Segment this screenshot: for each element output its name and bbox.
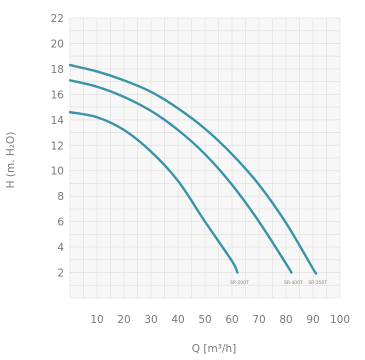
- series-line-sr-400t: [68, 79, 293, 274]
- series-label-sr-400t: SR-400T: [284, 280, 303, 286]
- y-tick-label: 4: [57, 242, 64, 254]
- x-tick-label: 70: [252, 314, 265, 326]
- y-tick-label: 8: [57, 191, 64, 203]
- y-tick-label: 12: [51, 140, 64, 152]
- series-lines: [68, 63, 318, 275]
- y-tick-labels: 2 4 6 8 10 12 14 16 18 20 22: [51, 13, 65, 280]
- y-tick-label: 18: [51, 64, 64, 76]
- series-label-sr-250t: SR-250T: [308, 280, 327, 286]
- y-tick-label: 14: [51, 115, 65, 127]
- series-line-sr-250t: [68, 63, 318, 275]
- y-tick-label: 10: [51, 166, 64, 178]
- x-axis-title: Q [m³/h]: [192, 343, 236, 355]
- series-label-sr-200t: SR-200T: [230, 280, 249, 286]
- x-tick-label: 90: [306, 314, 319, 326]
- y-tick-label: 2: [57, 268, 64, 280]
- x-tick-label: 100: [330, 314, 350, 326]
- x-tick-labels: 10 20 30 40 50 60 70 80 90 100: [90, 314, 350, 326]
- x-tick-label: 50: [198, 314, 211, 326]
- grid: [69, 17, 341, 299]
- x-tick-label: 60: [225, 314, 238, 326]
- x-tick-label: 30: [144, 314, 157, 326]
- y-tick-label: 22: [51, 13, 64, 25]
- series-line-sr-200t: [68, 110, 239, 274]
- x-tick-label: 10: [90, 314, 103, 326]
- y-tick-label: 20: [51, 38, 64, 50]
- y-tick-label: 16: [51, 89, 65, 101]
- y-axis-title: H (m. H₂O): [5, 132, 17, 189]
- series-labels: SR-200T SR-400T SR-250T: [230, 280, 327, 286]
- y-tick-label: 6: [57, 217, 64, 229]
- x-tick-label: 40: [171, 314, 184, 326]
- x-tick-label: 20: [117, 314, 130, 326]
- x-tick-label: 80: [279, 314, 292, 326]
